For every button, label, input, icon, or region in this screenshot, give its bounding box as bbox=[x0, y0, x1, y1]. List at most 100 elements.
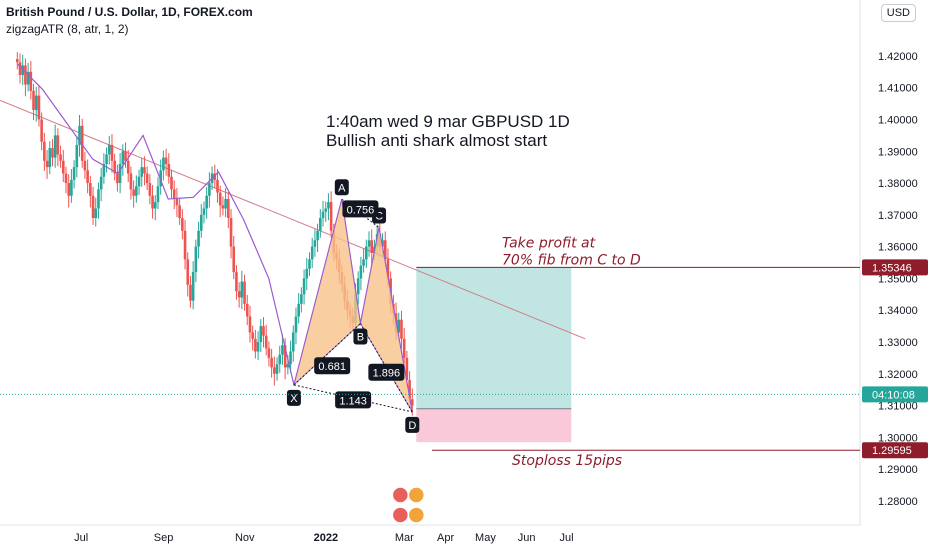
pattern-point-d-badge bbox=[405, 416, 420, 433]
candle-body bbox=[316, 230, 319, 241]
candle-body bbox=[124, 151, 127, 161]
candle-body bbox=[64, 173, 68, 184]
candle-body bbox=[156, 186, 160, 203]
ratio-label: 0.756 bbox=[347, 204, 375, 216]
candle-body bbox=[186, 259, 190, 285]
candle-body bbox=[24, 65, 27, 85]
y-tick-label: 1.28000 bbox=[878, 496, 918, 508]
candle-body bbox=[132, 189, 135, 196]
candle-body bbox=[151, 195, 154, 209]
candle-body bbox=[305, 268, 309, 279]
candle-body bbox=[254, 338, 257, 352]
candle-body bbox=[267, 348, 271, 358]
candle-body bbox=[153, 202, 157, 209]
economic-event-flag-icon bbox=[407, 506, 426, 524]
candle-body bbox=[167, 163, 171, 177]
candle-body bbox=[40, 119, 43, 142]
pattern-point-label: C bbox=[375, 211, 383, 223]
candle-body bbox=[229, 218, 233, 247]
candle-body bbox=[248, 316, 252, 333]
candle-body bbox=[400, 319, 403, 339]
currency-button[interactable]: USD bbox=[880, 4, 916, 22]
indicator-legend[interactable]: zigzagATR (8, atr, 1, 2) bbox=[6, 22, 129, 36]
candle-body bbox=[278, 354, 282, 365]
candle-body bbox=[362, 259, 365, 266]
candle-body bbox=[83, 160, 87, 171]
candle-body bbox=[310, 246, 314, 260]
candle-body bbox=[408, 380, 411, 400]
candle-body bbox=[262, 326, 265, 336]
candles bbox=[15, 52, 414, 416]
ratio-badge bbox=[314, 357, 351, 375]
y-tick-label: 1.30000 bbox=[878, 432, 918, 444]
candle-body bbox=[110, 144, 114, 161]
candle-body bbox=[159, 170, 162, 187]
candle-body bbox=[397, 319, 401, 333]
candle-body bbox=[80, 125, 84, 161]
candle-body bbox=[329, 202, 333, 231]
economic-event-flag-icon bbox=[407, 486, 426, 504]
candle-body bbox=[121, 151, 125, 164]
candle-body bbox=[97, 189, 100, 209]
candle-body bbox=[181, 218, 184, 231]
economic-event-flag-icon bbox=[391, 486, 410, 504]
stop-loss-text: Stoploss 15pips bbox=[512, 453, 622, 469]
candle-body bbox=[18, 62, 22, 75]
price-label-text: 04:10:08 bbox=[872, 389, 915, 401]
candle-body bbox=[199, 214, 203, 231]
candle-body bbox=[183, 230, 187, 260]
y-tick-label: 1.41000 bbox=[878, 83, 918, 95]
trendline bbox=[0, 99, 586, 340]
x-tick-label: May bbox=[475, 532, 496, 544]
x-tick-label: Jul bbox=[74, 532, 88, 544]
x-tick-label: Mar bbox=[395, 532, 414, 544]
economic-event-flag-icon bbox=[391, 506, 410, 524]
candle-body bbox=[243, 281, 246, 304]
candle-body bbox=[281, 345, 284, 355]
candle-body bbox=[194, 246, 198, 273]
price-label-current bbox=[862, 386, 928, 403]
candle-body bbox=[294, 316, 298, 333]
candle-body bbox=[302, 278, 306, 295]
candle-body bbox=[216, 179, 219, 193]
pattern-point-label: D bbox=[408, 420, 416, 432]
candle-body bbox=[56, 135, 60, 155]
candle-body bbox=[67, 183, 70, 196]
profit-zone bbox=[416, 267, 572, 409]
candle-body bbox=[270, 357, 273, 368]
x-tick-label: 2022 bbox=[314, 532, 338, 544]
pattern-point-a-badge bbox=[334, 179, 349, 196]
x-tick-label: Nov bbox=[235, 532, 255, 544]
pattern-point-label: A bbox=[338, 182, 346, 194]
candle-body bbox=[381, 240, 384, 247]
candle-body bbox=[162, 157, 165, 171]
candle-body bbox=[116, 173, 119, 184]
candle-body bbox=[15, 59, 19, 63]
candle-body bbox=[118, 163, 122, 184]
pattern-point-label: X bbox=[290, 393, 298, 405]
annotation-line-1: 1:40am wed 9 mar GBPUSD 1D bbox=[326, 112, 570, 131]
candle-body bbox=[37, 95, 41, 120]
y-tick-label: 1.40000 bbox=[878, 114, 918, 126]
ratio-label: 0.681 bbox=[318, 361, 346, 373]
y-tick-label: 1.39000 bbox=[878, 146, 918, 158]
candle-body bbox=[259, 326, 263, 342]
y-tick-label: 1.36000 bbox=[878, 242, 918, 254]
candle-body bbox=[297, 303, 300, 317]
candle-body bbox=[321, 211, 325, 219]
candle-body bbox=[53, 135, 57, 158]
candle-body bbox=[370, 240, 374, 253]
candle-body bbox=[189, 284, 192, 301]
candle-body bbox=[319, 218, 322, 231]
candle-body bbox=[273, 367, 276, 374]
candle-body bbox=[202, 208, 206, 215]
candle-body bbox=[107, 144, 111, 155]
ratio-label: 1.896 bbox=[373, 368, 401, 380]
candle-body bbox=[145, 173, 149, 184]
candle-body bbox=[135, 186, 138, 196]
candle-body bbox=[291, 332, 295, 352]
candle-body bbox=[232, 246, 236, 273]
candle-body bbox=[26, 71, 30, 85]
candle-body bbox=[99, 176, 103, 190]
